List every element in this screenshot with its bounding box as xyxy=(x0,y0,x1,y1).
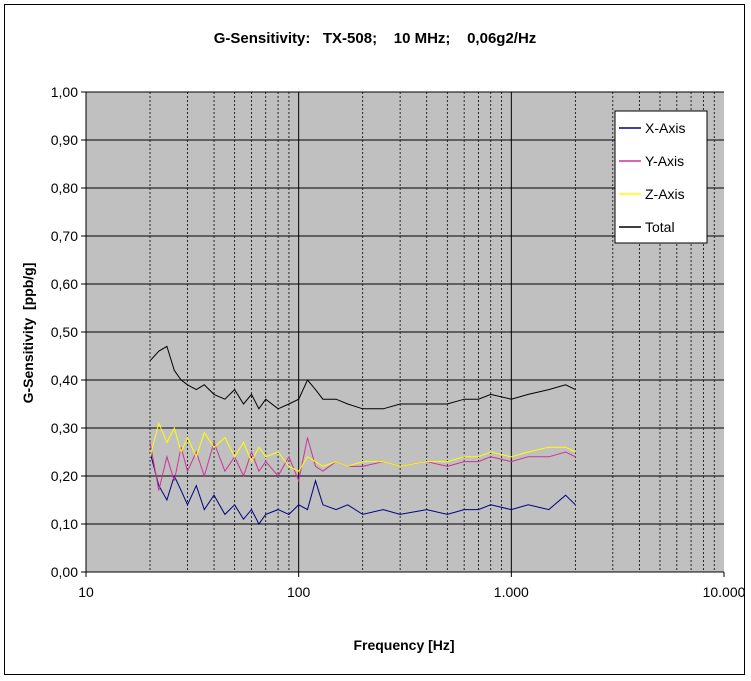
y-axis-title: G-Sensitivity [ppb/g] xyxy=(20,263,36,404)
y-tick-label: 1,00 xyxy=(51,84,78,100)
y-tick-label: 0,50 xyxy=(51,324,78,340)
legend-box xyxy=(614,110,708,244)
series-line-x-axis xyxy=(149,451,576,525)
legend-label-x-axis: X-Axis xyxy=(645,120,685,136)
series-line-total xyxy=(149,345,576,410)
y-tick-label: 0,80 xyxy=(51,180,78,196)
x-tick-label: 10.000 xyxy=(703,584,746,600)
series-line-z-axis xyxy=(149,421,576,472)
x-tick-label: 1.000 xyxy=(494,584,529,600)
grid-layer xyxy=(86,91,724,572)
legend-label-y-axis: Y-Axis xyxy=(645,153,684,169)
legend: X-Axis Y-Axis Z-Axis Total xyxy=(614,110,708,244)
y-tick-label: 0,60 xyxy=(51,276,78,292)
axes-layer xyxy=(81,91,725,577)
y-tick-label: 0,70 xyxy=(51,228,78,244)
x-tick-label: 10 xyxy=(78,584,94,600)
series-layer xyxy=(149,345,576,525)
y-tick-label: 0,30 xyxy=(51,420,78,436)
tick-label-layer: 0,00 0,10 0,20 0,30 0,40 0,50 0,60 0,70 0,80 0,90… xyxy=(51,84,746,600)
x-tick-label: 100 xyxy=(287,584,311,600)
y-tick-label: 0,00 xyxy=(51,564,78,580)
legend-label-total: Total xyxy=(645,219,675,235)
y-tick-label: 0,20 xyxy=(51,468,78,484)
y-tick-label: 0,10 xyxy=(51,516,78,532)
x-axis-title: Frequency [Hz] xyxy=(353,637,454,653)
chart-title: G-Sensitivity: TX-508; 10 MHz; 0,06g2/Hz xyxy=(214,30,537,47)
series-line-y-axis xyxy=(149,437,576,491)
legend-label-z-axis: Z-Axis xyxy=(645,186,685,202)
y-tick-label: 0,40 xyxy=(51,372,78,388)
y-tick-label: 0,90 xyxy=(51,132,78,148)
